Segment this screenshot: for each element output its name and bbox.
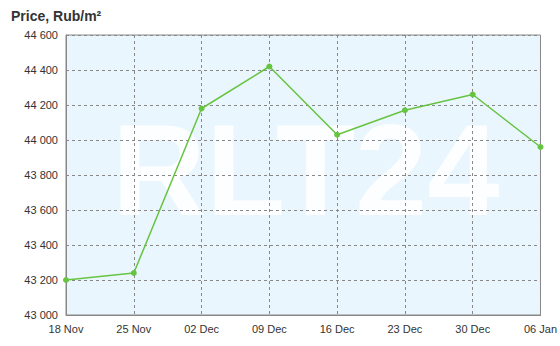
svg-text:43 000: 43 000 (24, 309, 58, 321)
svg-text:18 Nov: 18 Nov (49, 323, 84, 335)
svg-text:16 Dec: 16 Dec (320, 323, 355, 335)
svg-text:RLT24: RLT24 (112, 97, 500, 243)
svg-text:43 200: 43 200 (24, 274, 58, 286)
svg-text:30 Dec: 30 Dec (455, 323, 490, 335)
svg-text:Price, Rub/m²: Price, Rub/m² (11, 8, 102, 24)
svg-text:02 Dec: 02 Dec (184, 323, 219, 335)
svg-text:43 600: 43 600 (24, 204, 58, 216)
svg-text:23 Dec: 23 Dec (387, 323, 422, 335)
svg-text:44 400: 44 400 (24, 64, 58, 76)
svg-text:44 200: 44 200 (24, 99, 58, 111)
svg-text:09 Dec: 09 Dec (252, 323, 287, 335)
svg-text:43 800: 43 800 (24, 169, 58, 181)
svg-text:44 000: 44 000 (24, 134, 58, 146)
svg-text:43 400: 43 400 (24, 239, 58, 251)
svg-text:06 Jan: 06 Jan (524, 323, 557, 335)
svg-text:44 600: 44 600 (24, 29, 58, 41)
svg-text:25 Nov: 25 Nov (116, 323, 151, 335)
